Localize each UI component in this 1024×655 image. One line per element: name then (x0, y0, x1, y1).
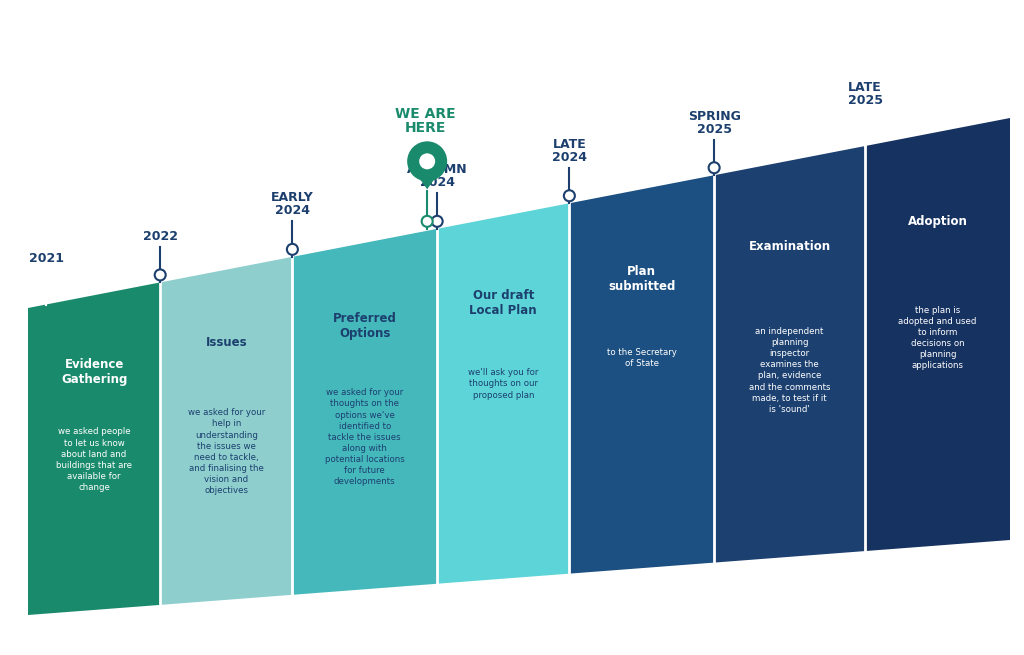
Text: to the Secretary
of State: to the Secretary of State (607, 348, 677, 369)
Text: Issues: Issues (206, 335, 247, 348)
Circle shape (709, 162, 720, 173)
Circle shape (155, 269, 166, 280)
Circle shape (422, 216, 433, 227)
Text: Preferred
Options: Preferred Options (333, 312, 396, 340)
Text: we'll ask you for
thoughts on our
proposed plan: we'll ask you for thoughts on our propos… (468, 368, 539, 400)
Polygon shape (28, 282, 160, 615)
Text: Our draft
Local Plan: Our draft Local Plan (469, 289, 537, 316)
Text: we asked for your
thoughts on the
options we've
identified to
tackle the issues
: we asked for your thoughts on the option… (325, 388, 404, 486)
Text: Plan
submitted: Plan submitted (608, 265, 676, 293)
Text: LATE
2025: LATE 2025 (848, 81, 883, 107)
Circle shape (408, 141, 447, 181)
Text: Examination: Examination (749, 240, 830, 253)
Polygon shape (437, 203, 569, 584)
Circle shape (564, 190, 574, 201)
Text: AUTUMN
2024: AUTUMN 2024 (407, 163, 468, 189)
Text: 2021: 2021 (29, 252, 63, 265)
Circle shape (287, 244, 298, 255)
Text: Evidence
Gathering: Evidence Gathering (60, 358, 127, 386)
Text: the plan is
adopted and used
to inform
decisions on
planning
applications: the plan is adopted and used to inform d… (898, 306, 977, 370)
Polygon shape (160, 257, 293, 605)
Text: LATE
2024: LATE 2024 (552, 138, 587, 164)
Text: an independent
planning
inspector
examines the
plan, evidence
and the comments
m: an independent planning inspector examin… (749, 327, 830, 414)
Text: EARLY
2024: EARLY 2024 (271, 191, 313, 217)
Polygon shape (411, 165, 444, 189)
Polygon shape (714, 146, 865, 563)
Circle shape (860, 133, 870, 144)
Circle shape (41, 291, 51, 303)
Polygon shape (865, 118, 1010, 551)
Circle shape (419, 153, 435, 170)
Text: we asked people
to let us know
about land and
buildings that are
available for
c: we asked people to let us know about lan… (56, 428, 132, 492)
Text: SPRING
2025: SPRING 2025 (688, 110, 740, 136)
Text: Adoption: Adoption (907, 215, 968, 228)
Text: WE ARE
HERE: WE ARE HERE (395, 107, 456, 136)
Text: 2022: 2022 (142, 230, 178, 243)
Polygon shape (293, 229, 437, 595)
Polygon shape (569, 176, 714, 574)
Text: we asked for your
help in
understanding
the issues we
need to tackle,
and finali: we asked for your help in understanding … (187, 408, 265, 495)
Circle shape (432, 216, 442, 227)
